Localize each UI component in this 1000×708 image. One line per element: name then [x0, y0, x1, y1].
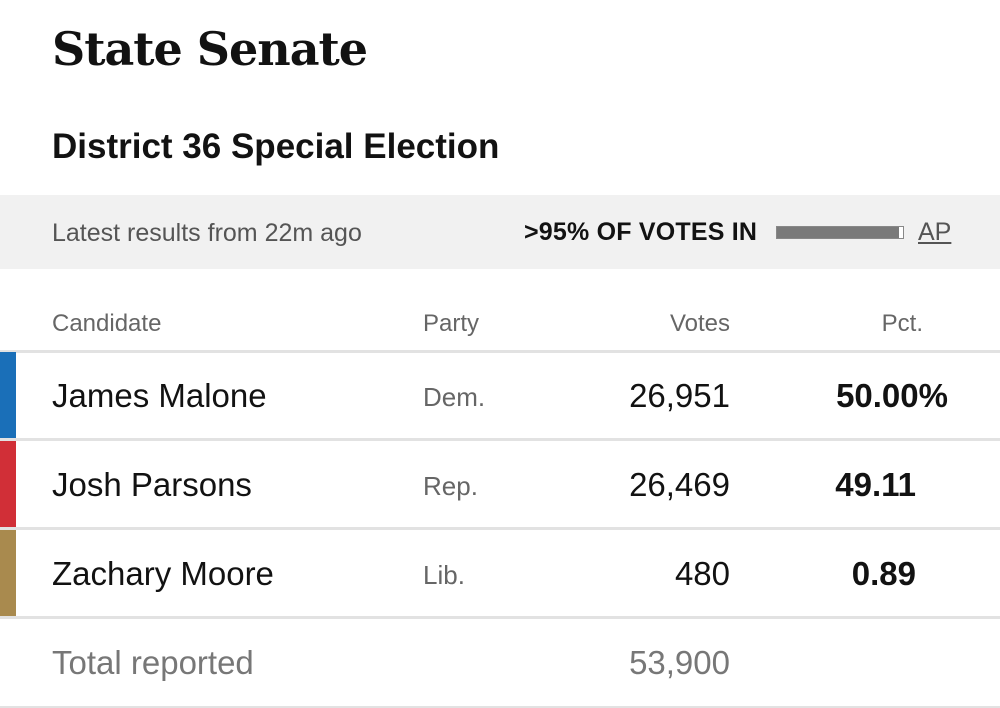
header-divider [0, 350, 1000, 353]
candidate-pct: 50.00% [836, 377, 948, 414]
header-pct: Pct. [881, 310, 923, 337]
votes-reporting-label: >95% OF VOTES IN [524, 218, 758, 246]
candidate-party: Dem. [423, 382, 486, 412]
candidate-name: Josh Parsons [52, 466, 252, 503]
candidate-pct: 0.89 [851, 555, 916, 592]
table-row: Josh Parsons Rep. 26,469 49.11 [0, 441, 1000, 530]
total-label: Total reported [52, 644, 254, 681]
candidate-party: Lib. [423, 560, 465, 590]
candidate-votes: 26,951 [629, 377, 730, 414]
table-row: James Malone Dem. 26,951 50.00% [0, 352, 1000, 441]
last-updated-text: Latest results from 22m ago [52, 219, 362, 247]
header-candidate: Candidate [52, 310, 162, 337]
table-row: Zachary Moore Lib. 480 0.89 [0, 530, 1000, 619]
total-row: Total reported 53,900 [0, 619, 1000, 708]
candidate-votes: 26,469 [629, 466, 730, 503]
source-link[interactable]: AP [918, 218, 952, 246]
candidate-party: Rep. [423, 471, 478, 501]
party-color-swatch [0, 352, 16, 438]
status-bar: Latest results from 22m ago >95% OF VOTE… [0, 195, 1000, 269]
reporting-progress-bar [776, 226, 904, 239]
candidate-votes: 480 [674, 555, 730, 592]
candidate-name: Zachary Moore [52, 555, 274, 592]
candidate-name: James Malone [52, 377, 267, 414]
total-votes: 53,900 [629, 644, 730, 681]
page-title: State Senate [52, 22, 368, 76]
table-header: Candidate Party Votes Pct. [0, 296, 1000, 353]
reporting-progress-fill [777, 227, 900, 238]
race-title: District 36 Special Election [52, 127, 500, 166]
results-table: Candidate Party Votes Pct. James Malone … [0, 296, 1000, 708]
party-color-swatch [0, 441, 16, 527]
party-color-swatch [0, 530, 16, 616]
header-party: Party [423, 310, 480, 337]
candidate-pct: 49.11 [835, 466, 916, 503]
header-votes: Votes [669, 310, 730, 337]
